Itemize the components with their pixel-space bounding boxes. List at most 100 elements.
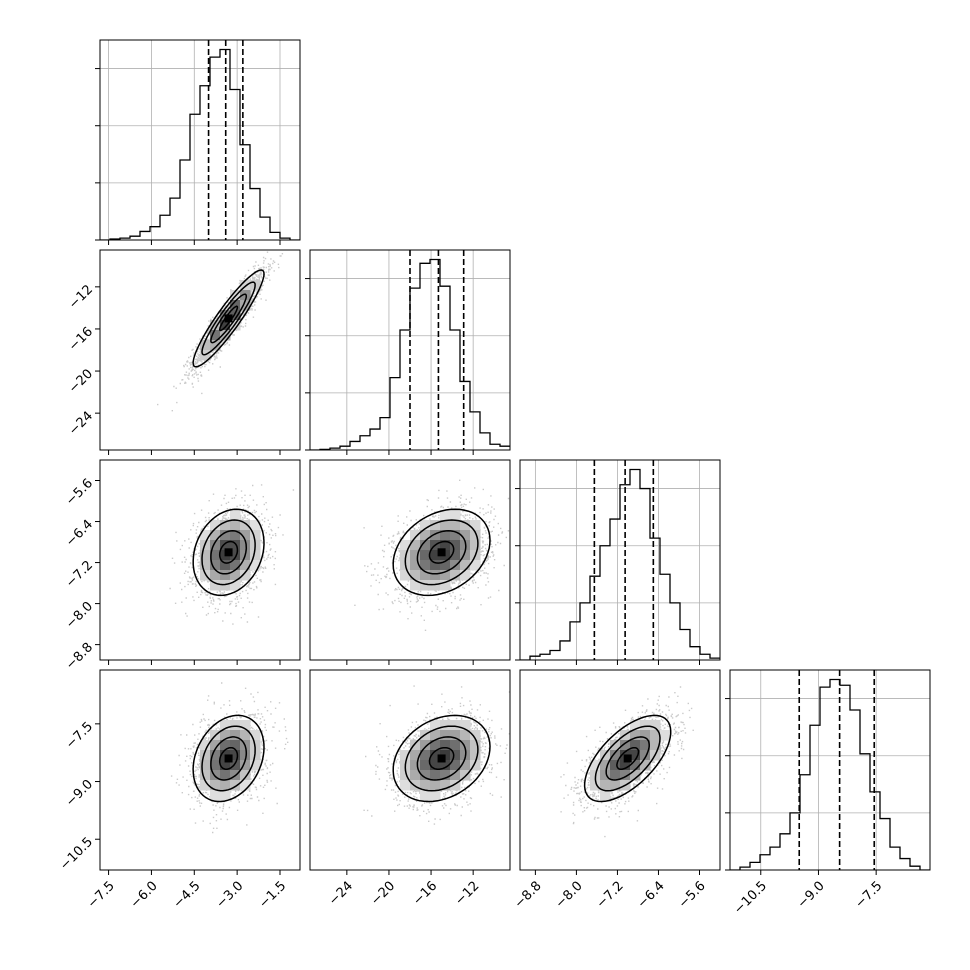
density-cell (430, 770, 441, 781)
density-cell (610, 760, 621, 771)
density-cell (460, 560, 471, 571)
density-cell (220, 540, 231, 551)
density-peak (437, 754, 446, 763)
density-cell (410, 750, 421, 761)
density-cell (460, 570, 471, 581)
density-cell (640, 750, 651, 761)
density-cell (650, 730, 661, 741)
density-cell (420, 570, 431, 581)
density-cell (200, 570, 211, 581)
density-cell (240, 300, 251, 311)
density-cell (450, 510, 461, 521)
density-cell (410, 770, 421, 781)
panel-2-0 (95, 459, 301, 665)
density-cell (410, 530, 421, 541)
density-cell (410, 580, 421, 591)
density-cell (250, 760, 261, 771)
density-cell (640, 760, 651, 771)
y-tick-label: −8.8 (63, 640, 96, 673)
x-tick-label: −20 (368, 879, 398, 909)
x-tick-label: −6.4 (635, 879, 668, 912)
panel-3-0 (95, 669, 301, 875)
density-cell (400, 780, 411, 791)
density-cell (240, 780, 251, 791)
density-cell (460, 760, 471, 771)
density-cell (640, 730, 651, 741)
density-cell (210, 560, 221, 571)
density-cell (230, 580, 241, 591)
density-cell (440, 510, 451, 521)
density-cell (450, 770, 461, 781)
density-cell (410, 540, 421, 551)
density-cell (230, 510, 241, 521)
density-cell (220, 320, 231, 331)
contour-2 (201, 725, 256, 792)
density-cell (200, 340, 211, 351)
density-cell (470, 750, 481, 761)
density-cell (230, 520, 241, 531)
contour-2 (201, 519, 256, 586)
panel-frame (519, 669, 721, 871)
density-cell (460, 740, 471, 751)
x-tick-label: −12 (452, 879, 482, 909)
x-tick-label: −24 (326, 879, 356, 909)
density-cell (460, 520, 471, 531)
density-cell (210, 580, 221, 591)
density-cell (220, 560, 231, 571)
density-cell (240, 570, 251, 581)
density-cell (410, 570, 421, 581)
density-cell (630, 720, 641, 731)
x-tick-label: −8.0 (553, 879, 586, 912)
density-cell (450, 540, 461, 551)
density-cell (420, 740, 431, 751)
density-cell (600, 770, 611, 781)
density-cell (220, 780, 231, 791)
contour-2 (404, 725, 479, 792)
density-cell (460, 530, 471, 541)
density-cell (210, 530, 221, 541)
histogram-3 (730, 678, 930, 870)
density-cell (240, 520, 251, 531)
density-cell (450, 730, 461, 741)
density-cell (220, 520, 231, 531)
y-tick-label: −5.6 (63, 476, 96, 509)
density-cell (210, 520, 221, 531)
density-cell (440, 760, 451, 771)
x-tick-label: −7.2 (594, 879, 627, 912)
density-cell (600, 790, 611, 801)
density-cell (240, 750, 251, 761)
density-peak (623, 754, 632, 763)
density-cell (610, 770, 621, 781)
density-cell (210, 750, 221, 761)
density-cell (240, 540, 251, 551)
density-cell (590, 780, 601, 791)
contour-0 (428, 746, 455, 770)
density-cell (240, 730, 251, 741)
y-tick-label: −20 (66, 366, 96, 396)
density-cell (470, 760, 481, 771)
density-cell (200, 740, 211, 751)
panel-frame (99, 669, 301, 871)
panel-frame (309, 459, 511, 661)
scatter-points (169, 484, 295, 625)
density-cell (450, 550, 461, 561)
contour-2 (594, 725, 661, 792)
x-tick-label: −7.5 (852, 879, 885, 912)
density-cell (430, 780, 441, 791)
density-cell (450, 740, 461, 751)
density-cell (450, 570, 461, 581)
density-cell (230, 570, 241, 581)
panel-frame (729, 669, 931, 871)
density-cell (230, 730, 241, 741)
x-tick-label: −16 (410, 879, 440, 909)
contour-1 (416, 530, 467, 575)
density-cell (450, 780, 461, 791)
density-cell (220, 330, 231, 341)
density-cell (240, 720, 251, 731)
density-cell (430, 520, 441, 531)
density-cell (600, 780, 611, 791)
density-cell (430, 570, 441, 581)
density-cell (200, 560, 211, 571)
density-cell (430, 560, 441, 571)
